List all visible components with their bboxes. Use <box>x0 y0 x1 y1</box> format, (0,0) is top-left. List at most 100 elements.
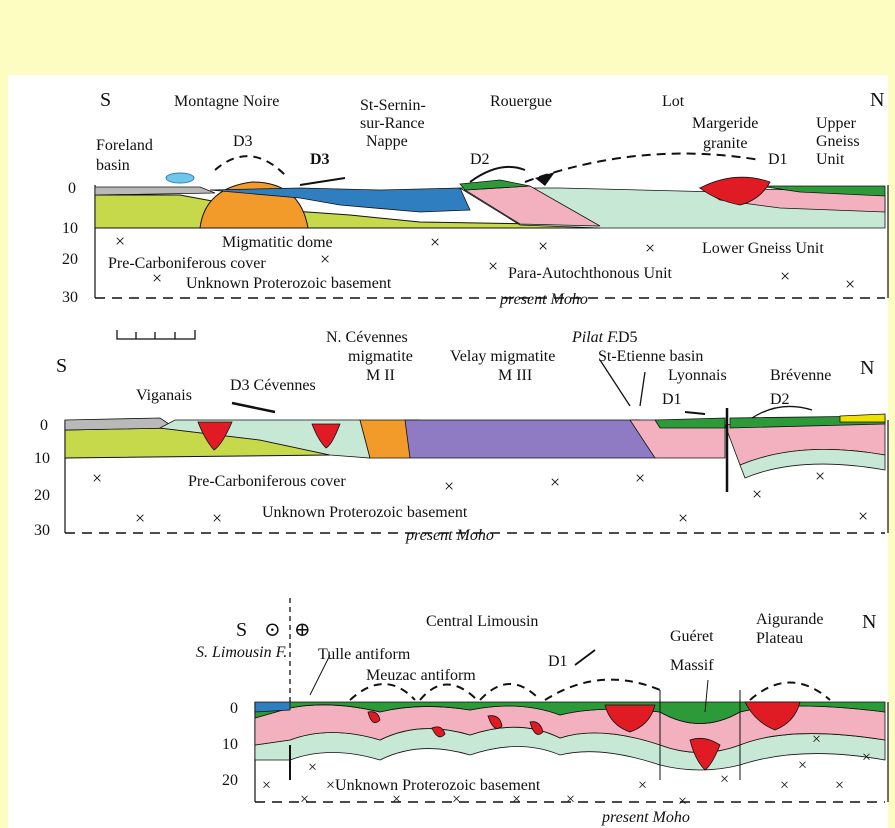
basement-crosses-1: × × × × × × × × × <box>115 231 855 294</box>
out-of-page-symbol: ⊙ <box>264 619 281 641</box>
north-label-2: N <box>860 357 874 379</box>
svg-text:×: × <box>780 266 790 286</box>
lower-gneiss-label: Lower Gneiss Unit <box>702 240 824 257</box>
basement-label-1: Unknown Proterozoic basement <box>186 275 392 292</box>
svg-text:×: × <box>92 468 102 488</box>
d5-label: D5 <box>618 329 638 346</box>
svg-text:×: × <box>678 793 687 810</box>
granite-3c <box>487 715 503 729</box>
montagne-noire-label: Montagne Noire <box>174 93 279 110</box>
svg-text:×: × <box>678 508 688 528</box>
antiform-arcs <box>349 678 661 701</box>
brevenne-label: Brévenne <box>770 367 831 384</box>
velay-label-2: M III <box>498 367 532 384</box>
svg-text:×: × <box>308 759 317 776</box>
n-cevennes-label-2: migmatite <box>348 348 413 365</box>
depth-tick-2-0: 0 <box>40 417 48 434</box>
margeride-label-2: granite <box>703 135 747 152</box>
section-3: 0 10 20 × × × × × × × × × × × × × × × S ⊙ ⊕ N S. L… <box>196 598 889 826</box>
margeride-label-1: Margeride <box>692 115 758 132</box>
st-etienne-label: St-Etienne basin <box>598 348 703 365</box>
foreland-label-2: basin <box>96 157 130 174</box>
foreland-basin-2 <box>64 417 177 431</box>
pre-carboniferous-label-2: Pre-Carboniferous cover <box>188 473 346 490</box>
velay-migmatite <box>404 419 656 459</box>
svg-text:×: × <box>538 236 548 256</box>
granite-3a <box>367 711 381 724</box>
svg-text:×: × <box>262 777 271 794</box>
depth-tick-1-0: 0 <box>68 180 76 197</box>
svg-text:×: × <box>638 777 647 794</box>
svg-text:×: × <box>512 791 521 808</box>
gueret-label-2: Massif <box>670 657 714 674</box>
depth-tick-3-20: 20 <box>222 772 238 789</box>
granite-3g <box>744 701 801 731</box>
depth-tick-2-10: 10 <box>34 450 50 467</box>
pilat-pointer <box>639 371 646 407</box>
migmatitic-dome-label: Migmatitic dome <box>222 234 333 251</box>
granite-3b <box>431 726 446 738</box>
aigurande-label-1: Aigurande <box>756 611 824 628</box>
svg-text:×: × <box>212 508 222 528</box>
upper-gneiss-label-2: Gneiss <box>816 133 860 150</box>
d1-arrowhead <box>535 172 555 186</box>
d3-label-1: D3 <box>233 133 253 150</box>
brevenne-unit <box>839 413 886 423</box>
svg-text:×: × <box>320 249 330 269</box>
south-label-2: S <box>56 355 67 377</box>
svg-text:×: × <box>815 466 825 486</box>
upper-gneiss-label-3: Unit <box>816 151 845 168</box>
south-label-1: S <box>100 89 111 111</box>
into-page-symbol: ⊕ <box>294 619 311 641</box>
depth-tick-3-0: 0 <box>230 700 238 717</box>
gueret-pointer <box>704 679 709 713</box>
para-autochthonous-label: Para-Autochthonous Unit <box>508 265 673 282</box>
svg-text:×: × <box>392 791 401 808</box>
margeride-granite <box>699 176 771 206</box>
d3-label-2: D3 <box>310 151 330 168</box>
pre-carboniferous-label-1: Pre-Carboniferous cover <box>108 255 266 272</box>
granite-3d <box>529 721 544 735</box>
st-sernin-label-3: Nappe <box>366 133 408 150</box>
d1-arrow-2 <box>684 411 706 415</box>
foreland-label-1: Foreland <box>96 137 153 154</box>
granite-2a <box>197 421 233 451</box>
svg-text:×: × <box>780 777 789 794</box>
depth-tick-2-30: 30 <box>34 522 50 539</box>
gueret-label-1: Guéret <box>670 628 714 645</box>
pilat-fault-label: Pilat F. <box>571 329 619 346</box>
section-2: 0 10 20 30 × × × × × × × × × × S N N. Cévennes… <box>34 329 889 544</box>
south-label-3: S <box>236 619 247 641</box>
granite-2b <box>311 423 341 449</box>
svg-text:×: × <box>488 256 498 276</box>
granite-3f <box>689 737 721 771</box>
depth-tick-3-10: 10 <box>222 736 238 753</box>
moho-label-2: present Moho <box>405 527 494 544</box>
granite-3e <box>604 704 656 733</box>
svg-text:×: × <box>452 791 461 808</box>
velay-pointer <box>599 359 631 407</box>
viganais-label: Viganais <box>136 387 192 404</box>
para-autochthonous-east-2 <box>739 448 886 479</box>
svg-text:×: × <box>798 757 807 774</box>
svg-text:×: × <box>720 771 729 788</box>
foreland-basin-1 <box>94 186 216 196</box>
svg-text:×: × <box>115 231 125 251</box>
moho-label-3: present Moho <box>601 809 690 826</box>
d1-arc <box>524 152 761 183</box>
svg-text:×: × <box>862 749 871 766</box>
d1-arrow-3 <box>574 649 596 666</box>
svg-text:×: × <box>858 506 868 526</box>
basement-label-2: Unknown Proterozoic basement <box>262 504 468 521</box>
depth-tick-1-30: 30 <box>62 289 78 306</box>
svg-text:×: × <box>635 468 645 488</box>
d2-label-1: D2 <box>470 151 490 168</box>
svg-text:×: × <box>135 508 145 528</box>
basement-crosses-2: × × × × × × × × × × <box>92 466 868 528</box>
st-sernin-label-2: sur-Rance <box>360 115 425 132</box>
d1-label-2: D1 <box>662 391 682 408</box>
lyonnais-label: Lyonnais <box>668 367 727 384</box>
aigurande-label-2: Plateau <box>756 630 803 647</box>
